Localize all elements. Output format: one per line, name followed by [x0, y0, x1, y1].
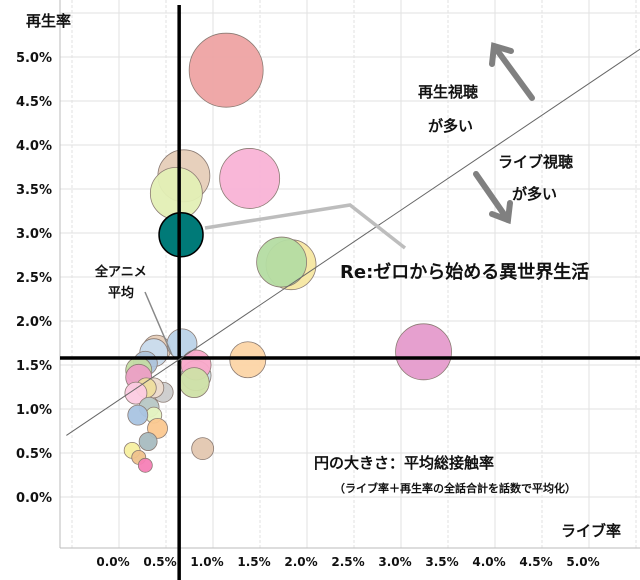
y-tick-label: 1.0% [16, 403, 52, 418]
x-axis-title: ライブ率 [561, 522, 621, 540]
bubble [178, 367, 210, 399]
x-tick-label: 2.0% [284, 555, 317, 569]
x-axis-ticks: 0.0% 0.5% 1.0% 1.5% 2.0% 2.5% 3.0% 3.5% 4.0% 4.5%… [96, 555, 599, 569]
bubble [124, 381, 148, 405]
bubble-highlight [158, 212, 204, 258]
bubble [219, 148, 281, 209]
y-tick-label: 0.0% [16, 491, 52, 506]
y-tick-label: 2.5% [16, 271, 52, 286]
x-tick-label: 3.5% [425, 555, 458, 569]
reference-diagonal-line [66, 48, 640, 436]
y-tick-label: 5.0% [16, 51, 52, 66]
x-tick-label: 4.0% [472, 555, 505, 569]
x-tick-label: 5.0% [566, 555, 599, 569]
y-axis-ticks: 0.0% 0.5% 1.0% 1.5% 2.0% 2.5% 3.0% 3.5% 4.0% 4.5%… [16, 51, 52, 506]
live-more-label-1: ライブ視聴 [498, 153, 573, 171]
bubble [191, 437, 215, 461]
bubble [138, 432, 158, 451]
replay-more-label-2: が多い [428, 117, 473, 135]
bubble [256, 236, 308, 288]
x-tick-label: 0.5% [143, 555, 176, 569]
bubbles [123, 32, 452, 473]
y-tick-label: 4.0% [16, 139, 52, 154]
highlight-label: Re:ゼロから始める異世界生活 [340, 261, 589, 283]
x-tick-label: 4.5% [519, 555, 552, 569]
replay-more-label-1: 再生視聴 [418, 83, 478, 101]
average-label-line1: 全アニメ [94, 264, 147, 280]
x-tick-label: 0.0% [96, 555, 129, 569]
bubble [127, 404, 149, 426]
y-tick-label: 3.5% [16, 183, 52, 198]
x-tick-label: 2.5% [331, 555, 364, 569]
y-tick-label: 3.0% [16, 227, 52, 242]
y-axis-title: 再生率 [26, 12, 71, 30]
bubble [149, 166, 203, 220]
x-tick-label: 1.5% [237, 555, 270, 569]
average-label-pointer [144, 291, 173, 356]
highlight-callout-line [204, 203, 407, 250]
average-label-line2: 平均 [108, 285, 134, 301]
bubble [395, 323, 452, 381]
y-tick-label: 2.0% [16, 315, 52, 330]
bubble [229, 341, 267, 379]
x-tick-label: 3.0% [378, 555, 411, 569]
bubble [188, 32, 264, 108]
grid [60, 0, 640, 548]
live-more-label-2: が多い [512, 185, 557, 203]
y-tick-label: 0.5% [16, 447, 52, 462]
bubble [137, 457, 153, 473]
arrow-replay-more-icon [489, 42, 535, 101]
x-tick-label: 1.0% [190, 555, 223, 569]
arrow-live-more-icon [473, 171, 513, 225]
y-tick-label: 4.5% [16, 95, 52, 110]
size-legend: 円の大きさ：平均総接触率 [314, 454, 494, 472]
size-legend-note: （ライブ率＋再生率の全話合計を話数で平均化） [334, 481, 576, 495]
y-tick-label: 1.5% [16, 359, 52, 374]
